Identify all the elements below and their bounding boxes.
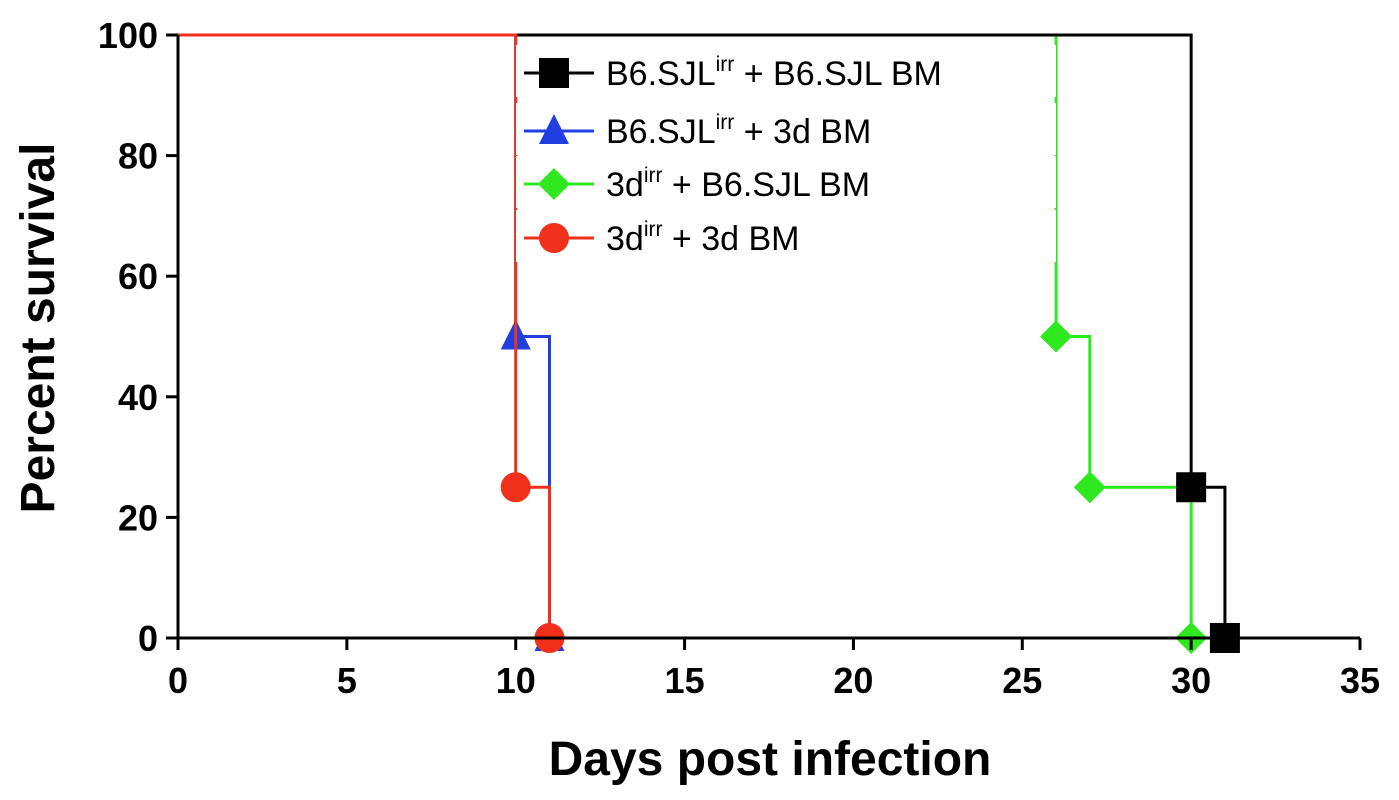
- series-1: [178, 33, 565, 651]
- legend-label-3: 3dirr + 3d BM: [606, 218, 800, 258]
- series-line-1: [178, 33, 551, 638]
- legend-label-sup-0: irr: [716, 53, 735, 76]
- legend-label-1: B6.SJLirr + 3d BM: [606, 111, 871, 151]
- legend-label-rest-1: + 3d BM: [734, 113, 871, 151]
- x-tick-label-4: 20: [833, 660, 873, 701]
- legend-label-0: B6.SJLirr + B6.SJL BM: [606, 53, 942, 93]
- series-2-point-2: [1073, 471, 1106, 504]
- x-tick-label-1: 5: [337, 660, 357, 701]
- series-2-point-1: [1040, 320, 1073, 353]
- y-tick-label-5: 100: [98, 15, 158, 56]
- legend-label-base-2: 3d: [606, 166, 644, 204]
- legend-label-base-0: B6.SJL: [606, 55, 716, 93]
- legend-label-sup-1: irr: [716, 111, 735, 134]
- legend-bg-2: [516, 156, 1056, 208]
- legend-label-rest-3: + 3d BM: [662, 220, 799, 258]
- x-axis-title: Days post infection: [549, 733, 992, 786]
- legend-marker-3: [539, 223, 569, 253]
- legend-label-2: 3dirr + B6.SJL BM: [606, 164, 870, 204]
- series-line-3: [178, 33, 551, 638]
- y-tick-label-3: 60: [118, 256, 158, 297]
- x-tick-label-0: 0: [168, 660, 188, 701]
- axes-layer: 0 5 10 15 20 25 30 35 0 20 40 60 80 100: [98, 15, 1380, 701]
- y-tick-label-4: 80: [118, 136, 158, 177]
- legend-label-base-1: B6.SJL: [606, 113, 716, 151]
- y-axis-title: Percent survival: [12, 143, 65, 514]
- legend-label-base-3: 3d: [606, 220, 644, 258]
- legend-label-sup-2: irr: [644, 164, 663, 187]
- series-0-point-1: [1176, 472, 1207, 503]
- legend-bg-0: [516, 45, 1056, 97]
- legend-label-sup-3: irr: [644, 218, 663, 241]
- legend-bg-1: [516, 103, 1056, 155]
- legend-marker-0: [539, 58, 569, 88]
- legend-marker-1: [539, 114, 569, 144]
- series-3-point-1: [500, 472, 531, 503]
- legend-item-2: 3dirr + B6.SJL BM: [516, 156, 1056, 208]
- legend-marker-2: [538, 168, 570, 200]
- legend-bg-3: [516, 210, 1056, 262]
- x-tick-label-2: 10: [496, 660, 536, 701]
- y-tick-label-0: 0: [138, 618, 158, 659]
- x-tick-label-5: 25: [1002, 660, 1042, 701]
- y-tick-label-2: 40: [118, 377, 158, 418]
- x-tick-label-3: 15: [665, 660, 705, 701]
- y-tick-label-1: 20: [118, 497, 158, 538]
- x-tick-label-7: 35: [1340, 660, 1380, 701]
- legend-item-0: B6.SJLirr + B6.SJL BM: [516, 45, 1056, 97]
- legend-item-3: 3dirr + 3d BM: [516, 210, 1056, 262]
- x-tick-label-6: 30: [1171, 660, 1211, 701]
- legend-label-rest-2: + B6.SJL BM: [662, 166, 870, 204]
- legend-label-rest-0: + B6.SJL BM: [734, 55, 942, 93]
- legend-item-1: B6.SJLirr + 3d BM: [516, 103, 1056, 155]
